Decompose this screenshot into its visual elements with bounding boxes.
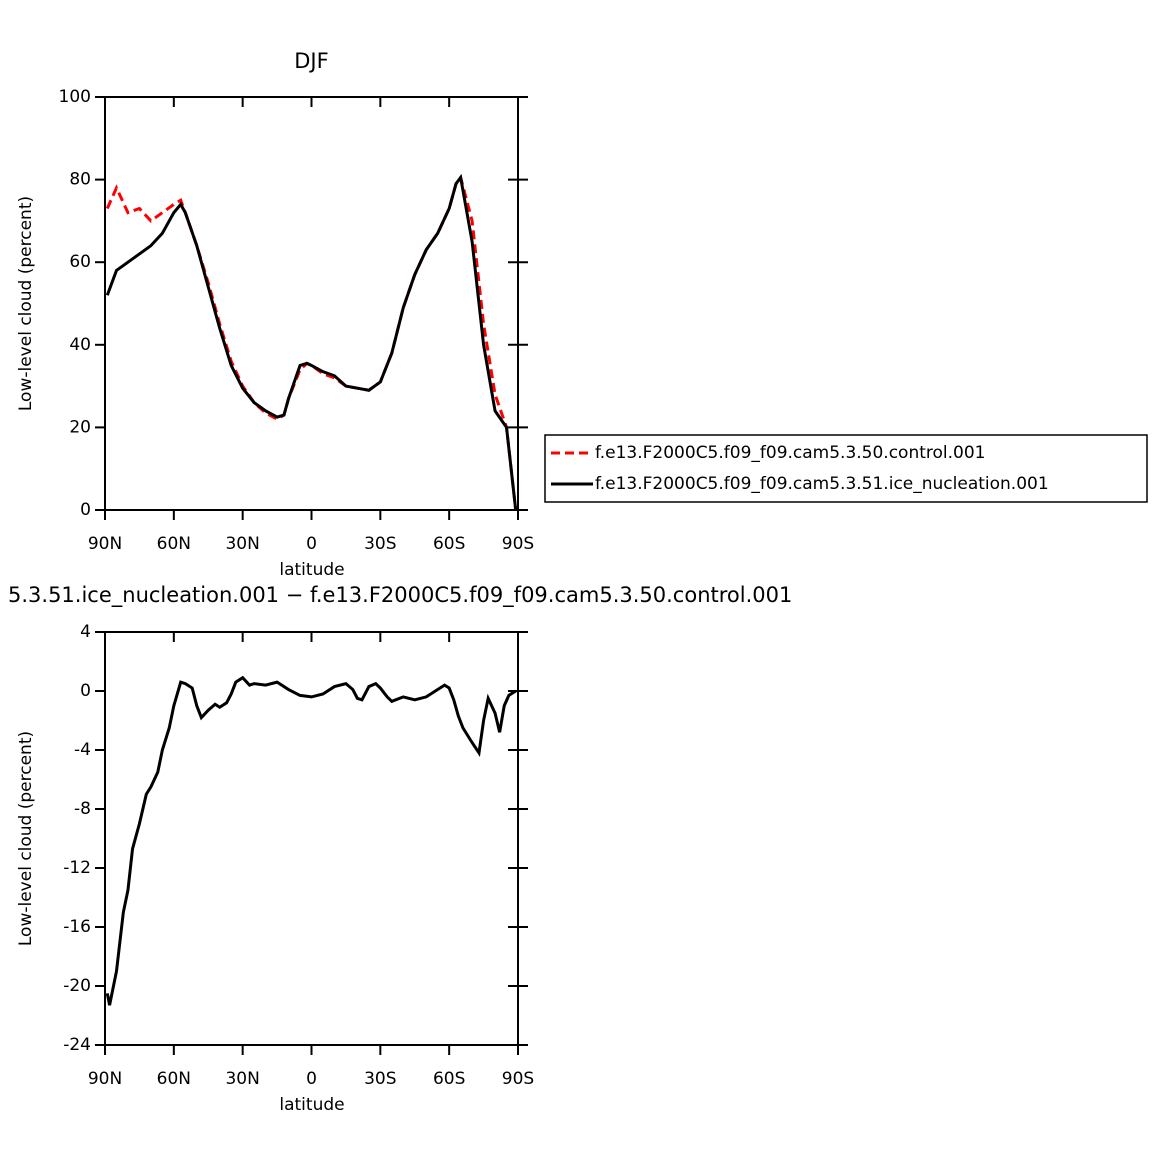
- y-tick-label: 100: [59, 87, 91, 107]
- y-axis-label: Low-level cloud (percent): [16, 731, 36, 946]
- x-axis-label: latitude: [279, 560, 344, 580]
- x-tick-label: 90S: [502, 1069, 534, 1089]
- legend-label: f.e13.F2000C5.f09_f09.cam5.3.50.control.…: [595, 443, 986, 463]
- y-tick-label: 0: [80, 500, 91, 520]
- y-tick-label: 4: [80, 622, 91, 642]
- plot-frame: [104, 96, 519, 511]
- y-tick-label: 20: [69, 417, 91, 437]
- data-line: [105, 174, 518, 511]
- y-tick-label: -8: [74, 799, 91, 819]
- legend-label: f.e13.F2000C5.f09_f09.cam5.3.51.ice_nucl…: [595, 474, 1049, 494]
- x-tick-label: 90N: [88, 534, 122, 554]
- x-tick-label: 60S: [433, 534, 465, 554]
- y-tick-label: 0: [80, 681, 91, 701]
- y-tick-label: 60: [69, 252, 91, 272]
- y-tick-label: 80: [69, 170, 91, 190]
- y-tick-label: -12: [63, 858, 91, 878]
- x-tick-label: 30S: [364, 534, 396, 554]
- x-axis-label: latitude: [279, 1095, 344, 1115]
- chart-title: 5.3.51.ice_nucleation.001 − f.e13.F2000C…: [8, 583, 792, 608]
- x-tick-label: 30N: [225, 534, 259, 554]
- x-tick-label: 60S: [433, 1069, 465, 1089]
- x-tick-label: 30N: [225, 1069, 259, 1089]
- x-tick-label: 0: [306, 1069, 317, 1089]
- x-tick-label: 30S: [364, 1069, 396, 1089]
- plot-frame: [104, 631, 519, 1046]
- y-tick-label: -20: [63, 976, 91, 996]
- y-tick-label: -16: [63, 917, 91, 937]
- legend-box: [544, 434, 1148, 503]
- x-tick-label: 0: [306, 534, 317, 554]
- data-line: [105, 173, 518, 511]
- x-tick-label: 60N: [157, 534, 191, 554]
- data-line: [105, 675, 517, 1006]
- x-tick-label: 60N: [157, 1069, 191, 1089]
- y-axis-label: Low-level cloud (percent): [16, 196, 36, 411]
- y-tick-label: -24: [63, 1035, 91, 1055]
- y-tick-label: -4: [74, 740, 91, 760]
- y-tick-label: 40: [69, 335, 91, 355]
- x-tick-label: 90S: [502, 534, 534, 554]
- x-tick-label: 90N: [88, 1069, 122, 1089]
- chart-title: DJF: [294, 49, 328, 73]
